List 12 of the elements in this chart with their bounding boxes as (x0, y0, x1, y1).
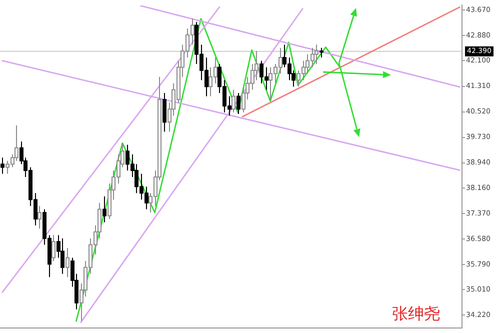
candlestick (320, 47, 324, 58)
candlestick (236, 92, 240, 115)
candlestick (52, 234, 56, 262)
annotation: 张绅尧 (392, 304, 440, 325)
candlestick (38, 206, 42, 230)
candlestick (0, 157, 4, 174)
candlestick (66, 248, 70, 278)
candlestick (162, 92, 166, 132)
candlestick (232, 89, 236, 113)
candlestick (60, 238, 64, 274)
candlestick (102, 196, 106, 223)
candlestick (314, 44, 318, 64)
